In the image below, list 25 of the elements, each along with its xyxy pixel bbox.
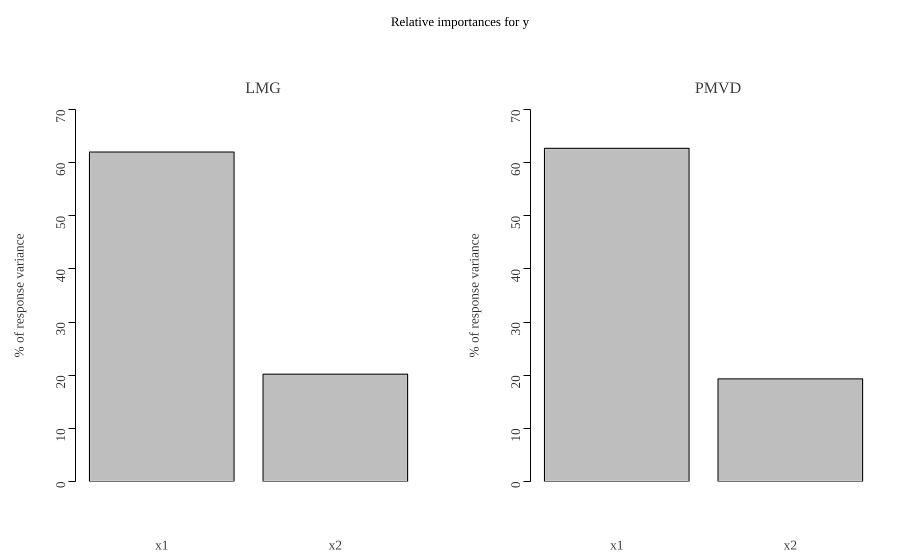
y-tick-label: 40 [53,268,68,282]
chart-title: LMG [245,80,282,97]
chart-title: PMVD [694,80,742,97]
text: Relative importances for y [390,13,530,31]
y-tick-label: 20 [508,374,523,389]
x-tick-label: x2 [328,538,342,552]
y-tick-label: 50 [53,215,68,230]
x-tick-label: x2 [784,538,797,552]
y-tick-label: 20 [53,374,68,389]
y-tick-label: 10 [508,428,523,442]
y-tick-label: 70 [508,109,523,123]
y-tick-label: 60 [53,162,68,176]
x-tick-label: x1 [610,538,624,552]
y-tick-label: 30 [508,322,523,336]
y-tick-label: 40 [508,268,523,282]
x-tick-label: x1 [155,538,168,552]
y-tick-label: 0 [53,481,68,488]
y-axis-title: % of response variance [12,233,26,358]
y-tick-label: 10 [53,428,68,442]
y-tick-label: 0 [508,481,523,488]
y-tick-label: 30 [53,322,68,336]
y-tick-label: 50 [508,215,523,230]
y-axis-title: % of response variance [466,233,482,358]
y-tick-label: 60 [508,162,523,176]
y-tick-label: 70 [53,109,68,123]
